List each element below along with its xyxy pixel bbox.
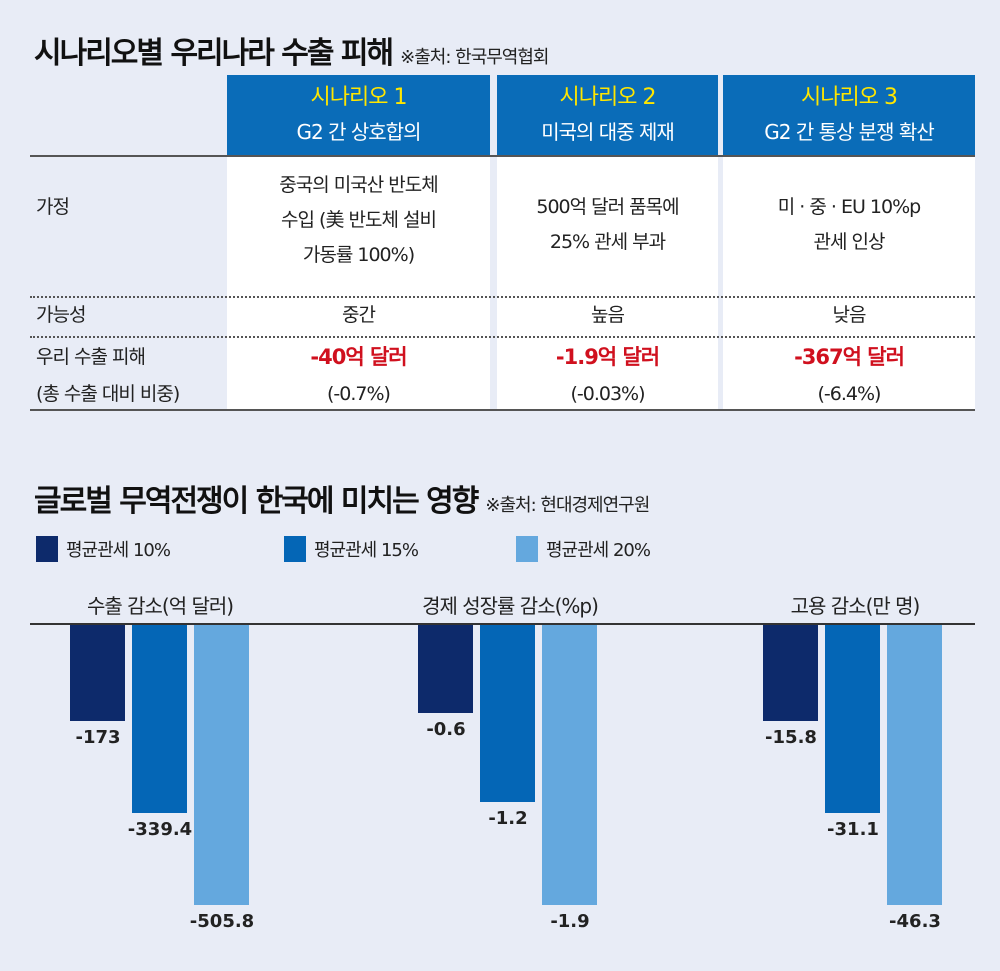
assumption-2: 500억 달러 품목에 25% 관세 부과: [497, 190, 718, 260]
legend-label: 평균관세 10%: [66, 540, 171, 561]
likelihood-1: 중간: [342, 304, 376, 326]
line: 가동률 100%): [302, 244, 415, 266]
chart-title-text: 글로벌 무역전쟁이 한국에 미치는 영향: [34, 484, 479, 519]
bar-value-label: -1.9: [550, 911, 590, 932]
scenario-desc: 미국의 대중 제재: [541, 120, 675, 144]
divider: [30, 155, 975, 157]
column-bg-1: [227, 157, 490, 410]
bar-value-label: -0.6: [426, 719, 466, 741]
legend-item-15: 평균관세 15%: [284, 536, 419, 562]
bar: [418, 625, 473, 714]
row-label-share: (총 수출 대비 비중): [36, 383, 180, 405]
bar: [132, 625, 187, 813]
column-bg-3: [723, 157, 975, 410]
divider: [30, 296, 975, 298]
bar: [542, 625, 597, 905]
line: 25% 관세 부과: [549, 231, 666, 253]
share-3: (-6.4%): [817, 383, 882, 405]
legend-item-20: 평균관세 20%: [516, 536, 651, 562]
bar: [480, 625, 535, 802]
bar: [70, 625, 125, 721]
panel-title-exports: 수출 감소(억 달러): [86, 594, 234, 618]
bar-value-label: -505.8: [189, 911, 255, 932]
bar-value-label: -339.4: [127, 818, 193, 840]
scenario-name: 시나리오 2: [559, 85, 657, 110]
share-1: (-0.7%): [327, 383, 391, 405]
row-label-damage: 우리 수출 피해: [36, 346, 146, 368]
row-label-likelihood: 가능성: [36, 304, 86, 326]
header-scenario-2: 시나리오 2 미국의 대중 제재: [497, 75, 718, 155]
damage-3: -367억 달러: [794, 345, 905, 369]
scenario-desc: G2 간 통상 분쟁 확산: [764, 120, 934, 144]
bar: [887, 625, 942, 905]
chart-title: 글로벌 무역전쟁이 한국에 미치는 영향 ※출처: 현대경제연구원: [34, 476, 650, 520]
header-scenario-3: 시나리오 3 G2 간 통상 분쟁 확산: [723, 75, 975, 155]
line: 수입 (美 반도체 설비: [281, 209, 437, 231]
bar: [194, 625, 249, 905]
assumption-3: 미 · 중 · EU 10%p 관세 인상: [723, 190, 975, 260]
bar-value-label: -15.8: [765, 726, 817, 748]
likelihood-3: 낮음: [832, 304, 867, 326]
line: 중국의 미국산 반도체: [279, 174, 438, 196]
damage-1: -40억 달러: [310, 345, 407, 369]
panel-title-employment: 고용 감소(만 명): [790, 594, 921, 618]
chart-source: ※출처: 현대경제연구원: [485, 495, 650, 516]
line: 관세 인상: [813, 231, 886, 253]
legend-label: 평균관세 15%: [314, 540, 419, 561]
divider: [30, 336, 975, 338]
line: 500억 달러 품목에: [536, 196, 679, 218]
scenario-name: 시나리오 3: [801, 85, 898, 110]
legend-swatch: [516, 536, 538, 562]
table-source: ※출처: 한국무역협회: [400, 47, 549, 68]
chart-axis: [30, 623, 975, 625]
scenario-desc: G2 간 상호합의: [296, 120, 422, 144]
legend-swatch: [36, 536, 58, 562]
header-scenario-1: 시나리오 1 G2 간 상호합의: [227, 75, 490, 155]
row-label-assumption: 가정: [36, 196, 70, 218]
bar-value-label: -46.3: [889, 911, 941, 932]
bar: [763, 625, 818, 721]
divider: [30, 409, 975, 411]
legend-item-10: 평균관세 10%: [36, 536, 171, 562]
column-bg-2: [497, 157, 718, 410]
damage-2: -1.9억 달러: [555, 345, 660, 369]
bar-value-label: -173: [75, 726, 121, 748]
share-2: (-0.03%): [570, 383, 645, 405]
scenario-name: 시나리오 1: [310, 85, 408, 110]
legend-swatch: [284, 536, 306, 562]
bar-value-label: -1.2: [488, 807, 528, 829]
likelihood-2: 높음: [591, 304, 625, 326]
line: 미 · 중 · EU 10%p: [777, 196, 921, 218]
table-title-text: 시나리오별 우리나라 수출 피해: [34, 36, 394, 71]
bar: [825, 625, 880, 814]
panel-title-growth: 경제 성장률 감소(%p): [422, 594, 599, 618]
legend-label: 평균관세 20%: [546, 540, 651, 561]
table-title: 시나리오별 우리나라 수출 피해 ※출처: 한국무역협회: [34, 28, 550, 72]
bar-value-label: -31.1: [827, 819, 879, 841]
